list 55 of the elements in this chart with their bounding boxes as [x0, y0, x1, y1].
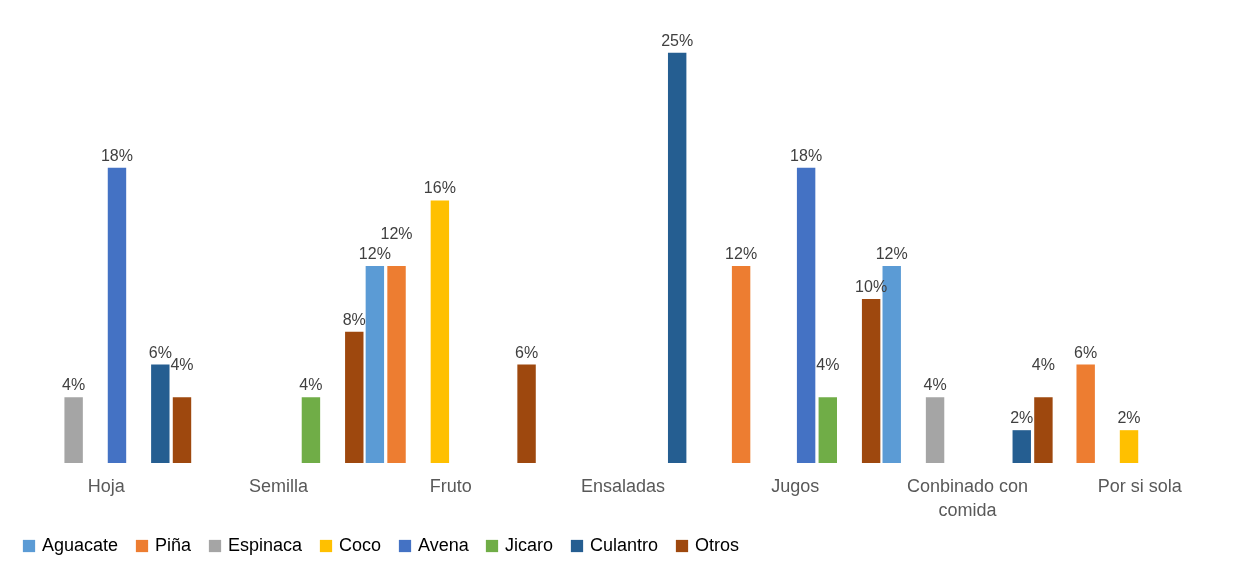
bar: [301, 397, 321, 463]
data-label: 8%: [342, 310, 366, 328]
bar: [731, 266, 751, 463]
data-label: 6%: [515, 343, 539, 361]
legend-label: Otros: [695, 535, 740, 555]
x-tick-label: Semilla: [248, 475, 309, 496]
bar: [1034, 397, 1053, 463]
bar: [172, 397, 192, 463]
legend-label: Culantro: [590, 535, 659, 555]
data-label: 12%: [358, 245, 391, 263]
data-label: 4%: [923, 376, 947, 394]
legend-label: Piña: [155, 535, 193, 555]
legend-label: Avena: [418, 535, 470, 555]
bar: [796, 167, 816, 463]
bar: [107, 167, 127, 463]
legend-label: Coco: [339, 535, 382, 555]
bar: [1119, 430, 1139, 463]
bar: [925, 397, 945, 463]
data-label: 2%: [1117, 409, 1141, 427]
bar: [667, 52, 687, 463]
data-label: 4%: [170, 356, 194, 374]
data-label: 4%: [62, 376, 86, 394]
legend-label: Jicaro: [505, 535, 554, 555]
legend-label: Aguacate: [42, 535, 119, 555]
bar: [1012, 430, 1031, 463]
data-label: 4%: [1031, 356, 1055, 374]
bar: [387, 266, 406, 463]
data-label: 12%: [725, 245, 758, 263]
data-label: 6%: [1074, 343, 1098, 361]
bar: [365, 266, 385, 463]
bar: [1076, 364, 1095, 463]
x-tick-label: Jugos: [771, 475, 820, 496]
data-label: 12%: [875, 245, 908, 263]
data-label: 12%: [380, 225, 413, 243]
bar: [64, 397, 83, 463]
bar: [430, 200, 450, 463]
data-label: 18%: [100, 146, 133, 164]
x-tick-label: Fruto: [429, 475, 472, 496]
data-label: 18%: [790, 146, 823, 164]
data-label: 6%: [148, 343, 172, 361]
bar: [151, 364, 170, 463]
data-label: 25%: [661, 31, 694, 49]
data-label: 4%: [816, 356, 840, 374]
x-tick-label: Ensaladas: [580, 475, 666, 496]
legend-label: Espinaca: [228, 535, 304, 555]
x-tick-label: Por si sola: [1097, 475, 1183, 496]
data-label: 4%: [299, 376, 323, 394]
data-label: 2%: [1010, 409, 1034, 427]
x-tick-label: Hoja: [87, 475, 126, 496]
bar: [818, 397, 837, 463]
bar: [517, 364, 536, 463]
data-label: 16%: [423, 179, 456, 197]
bar: [861, 298, 881, 463]
x-tick-label: Conbinado con comida: [907, 475, 1029, 520]
bar: [345, 331, 364, 463]
